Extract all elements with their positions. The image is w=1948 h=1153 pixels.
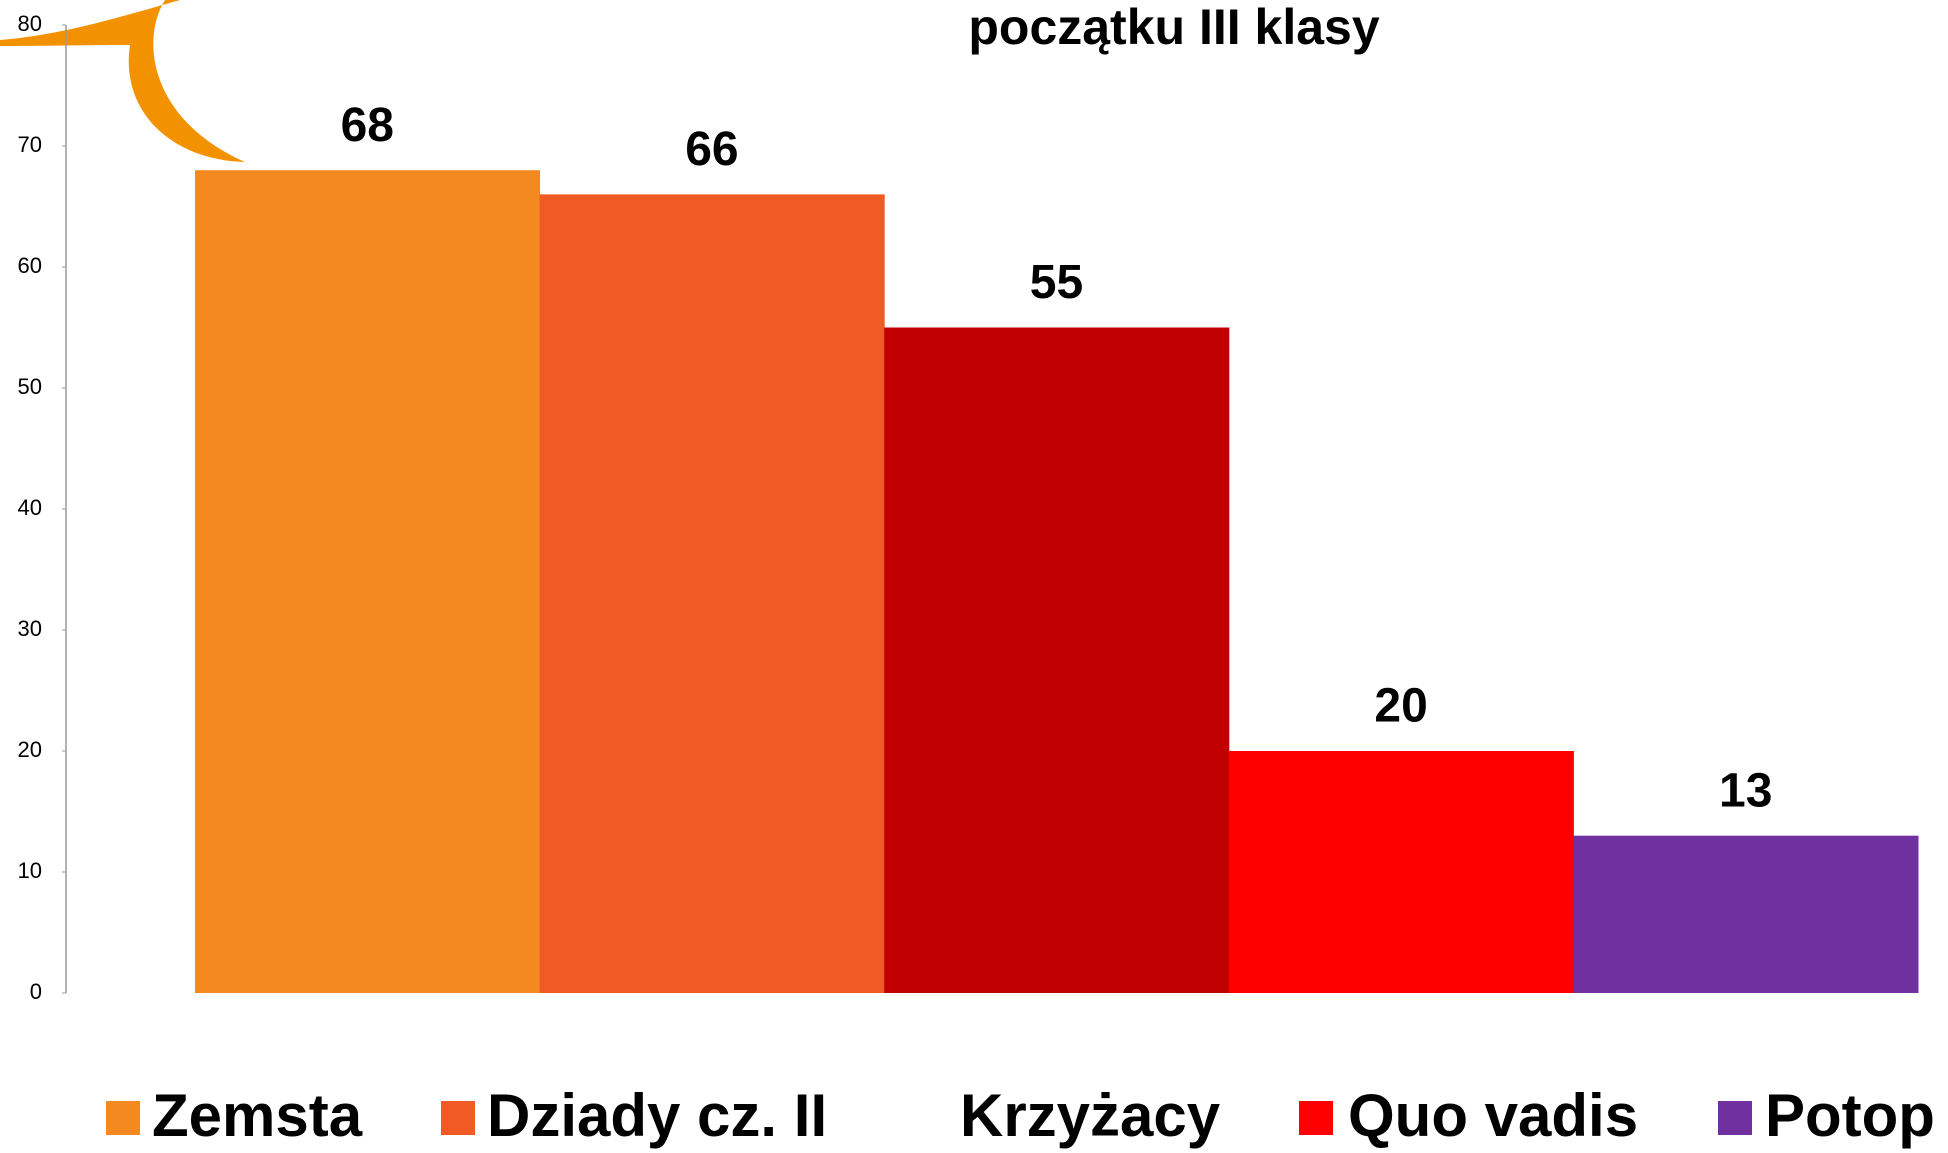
bar	[1228, 751, 1574, 993]
legend-label: Potop	[1765, 1082, 1935, 1149]
chart-title: początku III klasy	[968, 0, 1379, 55]
y-tick-label: 50	[18, 374, 42, 399]
legend-marker	[1299, 1101, 1333, 1135]
y-tick-label: 20	[18, 737, 42, 762]
legend-marker	[1718, 1101, 1752, 1135]
value-label: 55	[1030, 256, 1083, 309]
legend-label: Zemsta	[152, 1082, 363, 1149]
y-tick-label: 80	[18, 11, 42, 36]
legend-label: Quo vadis	[1348, 1082, 1638, 1149]
value-label: 66	[685, 123, 738, 176]
y-tick-label: 30	[18, 616, 42, 641]
legend-marker	[106, 1101, 140, 1135]
bar	[539, 194, 885, 993]
legend-label: Dziady cz. II	[487, 1082, 827, 1149]
decoration	[0, 0, 245, 162]
value-label: 20	[1374, 680, 1427, 733]
bar	[884, 327, 1230, 993]
bar	[195, 170, 541, 993]
y-tick-label: 10	[18, 858, 42, 883]
value-label: 13	[1719, 764, 1772, 817]
y-tick-label: 40	[18, 495, 42, 520]
value-label: 68	[341, 99, 394, 152]
y-tick-label: 70	[18, 132, 42, 157]
legend-label: Krzyżacy	[960, 1082, 1221, 1149]
y-tick-label: 0	[30, 979, 42, 1004]
y-tick-label: 60	[18, 253, 42, 278]
bar	[1573, 835, 1919, 993]
legend-marker	[441, 1101, 475, 1135]
